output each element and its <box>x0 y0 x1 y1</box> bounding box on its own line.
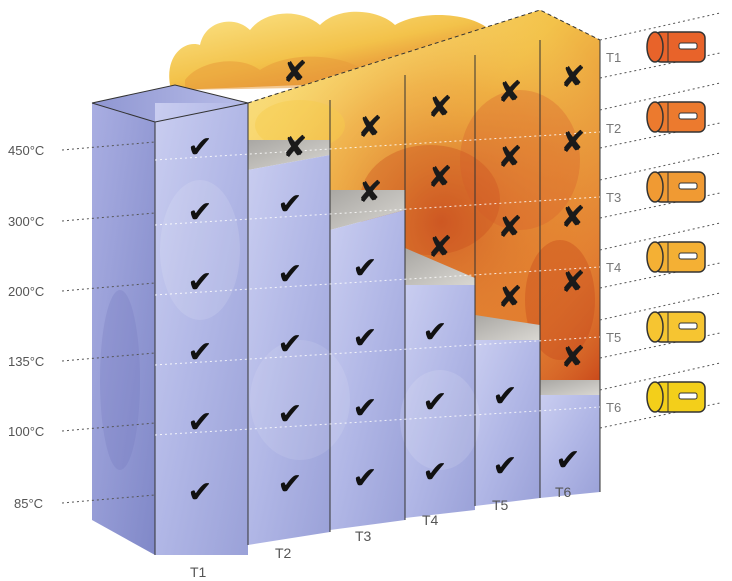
cell-marks: ✔ ✔ ✔ ✔ ✔ ✔ ✔ ✔ ✔ ✔ ✔ ✘ ✘ ✔ ✔ ✔ ✔ ✘ ✘ ✔ ✔ ✔ ✘ ✘ ✘ ✔ ✔ ✘ ✘ ✘ ✘ ✔ ✘ ✘ ✘ ✘ ✘ <box>187 55 585 510</box>
bulb-icon <box>646 311 706 343</box>
pass-check-icon: ✔ <box>352 461 377 496</box>
fail-cross-icon: ✘ <box>560 60 585 95</box>
class-guide-line <box>599 402 721 429</box>
column-label-t5: T5 <box>492 497 509 513</box>
column-label-t4: T4 <box>422 512 439 528</box>
temp-label-450: 450°C <box>8 143 44 158</box>
temp-label-300: 300°C <box>8 214 44 229</box>
bulb-icon <box>646 241 706 273</box>
fail-cross-icon: ✘ <box>497 210 522 245</box>
fail-cross-icon: ✘ <box>427 160 452 195</box>
temp-label-200: 200°C <box>8 284 44 299</box>
class-guide-line <box>599 362 721 391</box>
bulbs <box>646 31 706 413</box>
grid-line <box>154 266 601 296</box>
pass-check-icon: ✔ <box>422 385 447 420</box>
temp-guide-line <box>61 352 156 362</box>
pass-check-icon: ✔ <box>277 187 302 222</box>
temp-guide-line <box>61 282 156 292</box>
fail-cross-icon: ✘ <box>427 230 452 265</box>
bulb-icon <box>646 381 706 413</box>
temperature-guides <box>61 141 156 504</box>
pass-check-icon: ✔ <box>277 397 302 432</box>
class-guide-line <box>599 222 721 251</box>
class-guide-line <box>599 292 721 321</box>
fail-cross-icon: ✘ <box>560 200 585 235</box>
class-labels: T1 T2 T3 T4 T5 T6 <box>606 50 621 415</box>
step-surfaces <box>248 140 600 395</box>
bulb-icon <box>646 101 706 133</box>
class-guide-line <box>599 12 721 41</box>
temp-guide-line <box>61 141 156 151</box>
fail-cross-icon: ✘ <box>560 125 585 160</box>
pass-check-icon: ✔ <box>187 195 212 230</box>
pass-check-icon: ✔ <box>352 391 377 426</box>
fail-cross-icon: ✘ <box>497 75 522 110</box>
class-guide-line <box>599 192 721 219</box>
bulb-icon <box>646 31 706 63</box>
pass-check-icon: ✔ <box>187 475 212 510</box>
class-guide-line <box>599 122 721 149</box>
pass-check-icon: ✔ <box>555 443 580 478</box>
fail-cross-icon: ✘ <box>357 175 382 210</box>
pass-check-icon: ✔ <box>422 455 447 490</box>
column-label-t3: T3 <box>355 528 372 544</box>
pass-check-icon: ✔ <box>422 315 447 350</box>
class-label-t5: T5 <box>606 330 621 345</box>
temperature-labels: 450°C 300°C 200°C 135°C 100°C 85°C <box>8 143 44 511</box>
temp-guide-line <box>61 422 156 432</box>
grid-line <box>154 336 601 366</box>
pass-check-icon: ✔ <box>277 257 302 292</box>
column-labels: T1 T2 T3 T4 T5 T6 <box>190 484 572 580</box>
class-label-t6: T6 <box>606 400 621 415</box>
pass-check-icon: ✔ <box>352 321 377 356</box>
pass-check-icon: ✔ <box>492 449 517 484</box>
grid-lines <box>154 131 601 436</box>
fail-cross-icon: ✘ <box>357 110 382 145</box>
pass-check-icon: ✔ <box>277 327 302 362</box>
temp-label-135: 135°C <box>8 354 44 369</box>
column-label-t6: T6 <box>555 484 572 500</box>
pass-check-icon: ✔ <box>187 130 212 165</box>
bulb-icon <box>646 171 706 203</box>
fail-cross-icon: ✘ <box>560 265 585 300</box>
class-guide-line <box>599 262 721 289</box>
column-label-t1: T1 <box>190 564 207 580</box>
temp-guide-line <box>61 494 156 504</box>
safe-block <box>92 85 600 555</box>
class-guide-line <box>599 332 721 359</box>
temp-guide-line <box>61 212 156 222</box>
class-label-t1: T1 <box>606 50 621 65</box>
grid-line <box>154 406 601 436</box>
fail-cross-icon: ✘ <box>497 280 522 315</box>
pass-check-icon: ✔ <box>492 379 517 414</box>
column-label-t2: T2 <box>275 545 292 561</box>
block-outlines <box>91 9 601 555</box>
pass-check-icon: ✔ <box>187 265 212 300</box>
fail-cross-icon: ✘ <box>282 130 307 165</box>
class-label-t3: T3 <box>606 190 621 205</box>
class-guide-line <box>599 82 721 111</box>
class-label-t4: T4 <box>606 260 621 275</box>
grid-line <box>154 131 601 161</box>
temp-label-85: 85°C <box>14 496 43 511</box>
pass-check-icon: ✔ <box>277 467 302 502</box>
temp-label-100: 100°C <box>8 424 44 439</box>
pass-check-icon: ✔ <box>352 251 377 286</box>
fail-cross-icon: ✘ <box>497 140 522 175</box>
pass-check-icon: ✔ <box>187 335 212 370</box>
class-label-t2: T2 <box>606 121 621 136</box>
fire-panel <box>247 10 600 395</box>
fail-cross-icon: ✘ <box>427 90 452 125</box>
class-guide-line <box>599 152 721 181</box>
grid-line <box>154 196 601 226</box>
class-guide-line <box>599 52 721 79</box>
fail-cross-icon: ✘ <box>560 340 585 375</box>
class-guides <box>599 12 721 429</box>
fail-cross-icon: ✘ <box>282 55 307 90</box>
pass-check-icon: ✔ <box>187 405 212 440</box>
